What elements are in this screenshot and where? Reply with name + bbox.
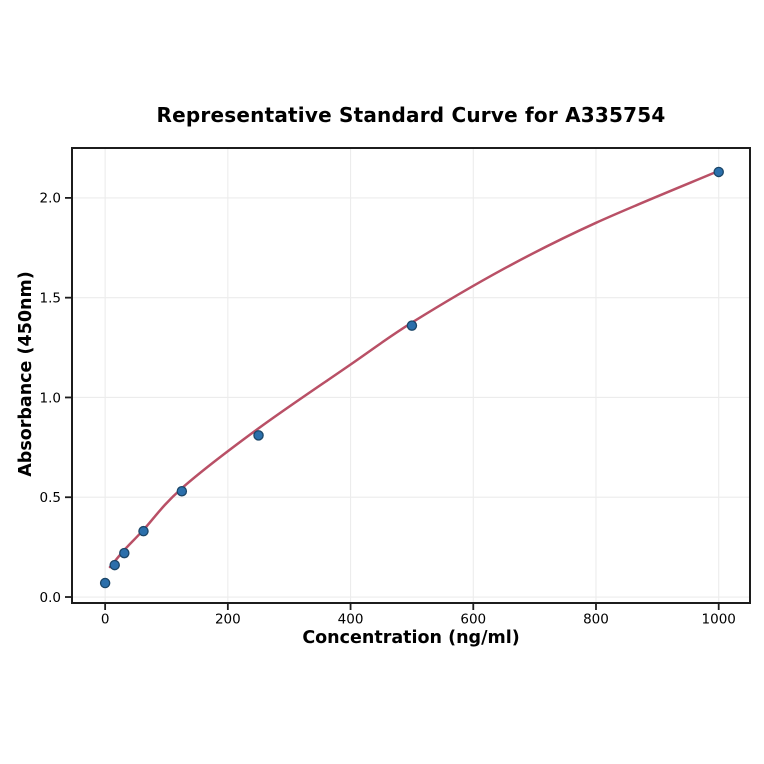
data-point bbox=[109, 559, 120, 571]
y-tick-label: 1.5 bbox=[40, 290, 61, 306]
fit-curve-line bbox=[108, 169, 720, 569]
x-tick-label: 800 bbox=[583, 612, 609, 628]
y-tick-label: 1.0 bbox=[40, 390, 61, 406]
chart-title: Representative Standard Curve for A33575… bbox=[156, 103, 666, 127]
x-tick-label: 200 bbox=[215, 612, 241, 628]
x-tick-label: 600 bbox=[460, 612, 486, 628]
y-axis-label: Absorbance (450nm) bbox=[16, 271, 36, 477]
data-point bbox=[406, 320, 418, 331]
y-tick-label: 0.5 bbox=[40, 490, 61, 506]
x-axis-label: Concentration (ng/ml) bbox=[302, 628, 520, 648]
y-tick-label: 2.0 bbox=[40, 191, 61, 207]
data-point bbox=[119, 547, 130, 559]
data-point bbox=[176, 485, 188, 497]
data-point bbox=[99, 577, 111, 589]
data-point bbox=[253, 430, 264, 441]
data-point bbox=[138, 525, 149, 537]
data-point bbox=[713, 166, 724, 178]
x-tick-label: 0 bbox=[101, 612, 110, 628]
plot-border bbox=[71, 147, 751, 604]
x-tick-label: 400 bbox=[338, 612, 364, 628]
x-tick-label: 1000 bbox=[702, 612, 736, 628]
y-tick-label: 0.0 bbox=[40, 590, 61, 606]
